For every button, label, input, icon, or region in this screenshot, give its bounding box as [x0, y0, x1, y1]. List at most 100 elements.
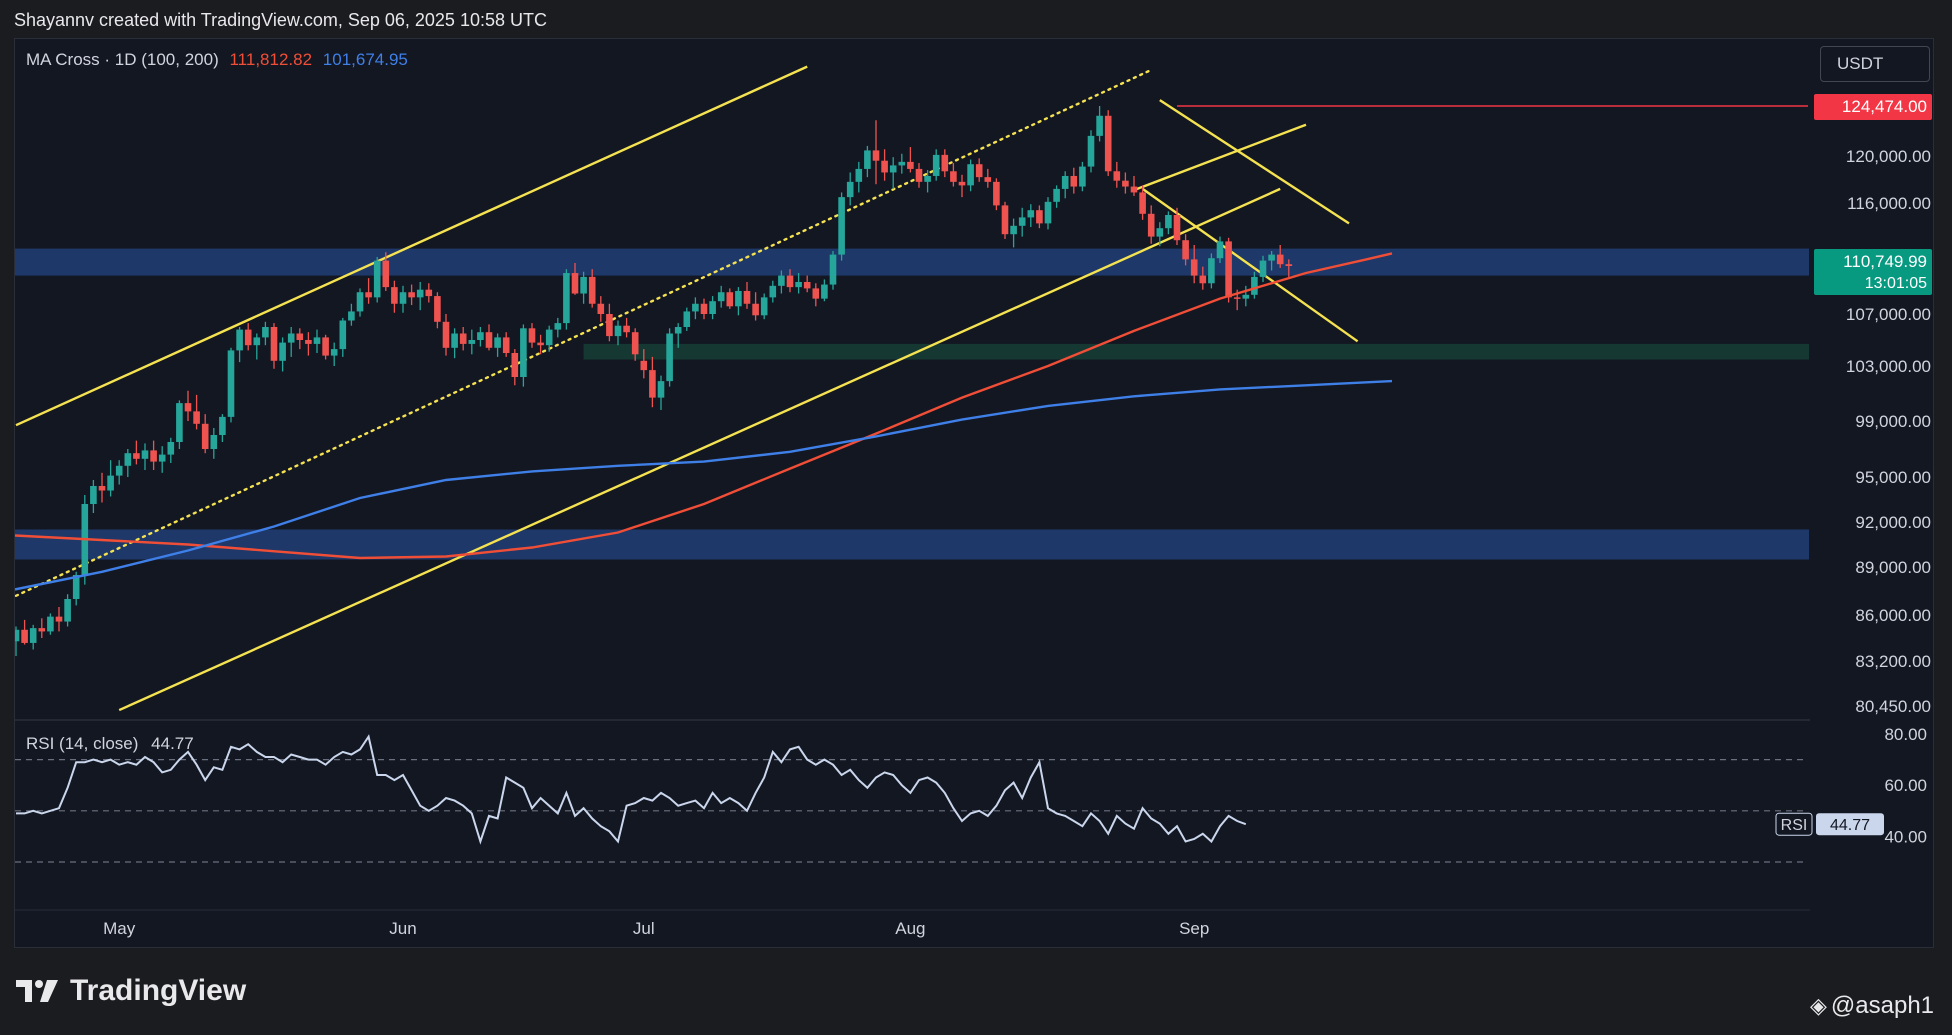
candle-body	[227, 350, 235, 417]
candle-body	[382, 260, 390, 288]
axes: 80,450.00 83,200.00 86,000.00 89,000.00 92,0…	[15, 94, 1932, 938]
candle-body	[1190, 259, 1198, 276]
trendline	[1141, 187, 1359, 343]
candle-body	[219, 416, 226, 435]
candle-body	[287, 333, 295, 343]
price-axis-tick: 89,000.00	[1855, 558, 1931, 577]
last-price-tag	[1814, 249, 1932, 295]
candle-body	[1233, 297, 1241, 299]
candle-body	[330, 349, 338, 356]
price-axis-tick: 92,000.00	[1855, 513, 1931, 532]
candle-body	[416, 289, 424, 298]
moving-averages	[15, 252, 1393, 591]
candle-body	[72, 575, 80, 599]
candle-body	[1216, 241, 1224, 259]
candle-body	[588, 276, 596, 304]
candle-body	[64, 599, 71, 622]
candle-body	[872, 150, 880, 161]
candle-body	[984, 177, 992, 182]
candle-body	[692, 303, 699, 312]
candle-body	[1268, 254, 1275, 261]
chart-frame	[14, 38, 1934, 948]
trendline	[1159, 99, 1350, 225]
price-chart[interactable]: 80,450.00 83,200.00 86,000.00 89,000.00 92,0…	[0, 0, 1952, 960]
trendline	[15, 65, 808, 427]
rsi-panel	[16, 734, 1247, 845]
candle-body	[29, 628, 37, 643]
candle-body	[855, 168, 863, 182]
candle-body	[1087, 135, 1095, 167]
candle-body	[244, 329, 252, 346]
candle-body	[90, 486, 97, 504]
candle-body	[614, 325, 622, 337]
candle-body	[649, 370, 656, 398]
candle-body	[339, 320, 347, 350]
candle-body	[717, 292, 725, 302]
author-watermark: ◈ @asaph1	[1810, 992, 1934, 1020]
candle-body	[201, 423, 209, 449]
price-axis-tick: 103,000.00	[1846, 357, 1931, 376]
candle-body	[881, 160, 888, 173]
candle-body	[193, 411, 200, 424]
candle-body	[597, 303, 605, 314]
candle-body	[743, 290, 751, 304]
candle-body	[975, 164, 983, 178]
candle-body	[1053, 188, 1060, 202]
candle-body	[253, 337, 261, 346]
currency-selector[interactable]: USDT	[1820, 46, 1930, 82]
rsi-axis-tick: 60.00	[1884, 776, 1927, 795]
candle-body	[391, 287, 398, 304]
candle-body	[15, 629, 20, 642]
tradingview-logo-text: TradingView	[70, 974, 247, 1007]
candle-body	[305, 340, 312, 344]
candle-body	[752, 303, 759, 316]
candle-body	[1251, 276, 1258, 295]
candle-body	[1276, 254, 1284, 265]
ma100-value: 111,812.82	[229, 50, 313, 69]
candle-body	[580, 276, 587, 294]
candle-body	[365, 292, 372, 298]
candle-body	[279, 342, 286, 361]
candle-body	[769, 285, 777, 298]
time-axis-tick: Jul	[633, 919, 655, 938]
price-axis-tick: 86,000.00	[1855, 606, 1931, 625]
candle-body	[1156, 228, 1164, 237]
time-axis-tick: Sep	[1179, 919, 1209, 938]
bar-countdown-label: 13:01:05	[1865, 275, 1927, 292]
binance-icon: ◈	[1810, 993, 1827, 1018]
ma200-line	[15, 379, 1393, 591]
rsi-legend[interactable]: RSI (14, close) 44.77	[26, 734, 194, 754]
price-axis-tick: 80,450.00	[1855, 697, 1931, 716]
candle-body	[889, 165, 897, 173]
candle-body	[1208, 258, 1215, 284]
candle-body	[1139, 192, 1146, 214]
candle-body	[1130, 186, 1138, 193]
candle-body	[236, 329, 243, 351]
candle-body	[666, 333, 673, 382]
ma-cross-legend[interactable]: MA Cross · 1D (100, 200) 111,812.82 101,…	[26, 50, 408, 70]
tradingview-logo[interactable]: TradingView	[16, 974, 246, 1008]
candle-body	[545, 329, 553, 346]
rsi-line	[16, 734, 1247, 845]
candle-body	[459, 333, 467, 344]
candle-body	[700, 303, 708, 314]
candle-body	[477, 332, 484, 340]
ath-price-tag	[1814, 94, 1932, 120]
candle-body	[829, 254, 837, 285]
candle-body	[1018, 217, 1026, 226]
candle-body	[322, 337, 329, 356]
price-zone	[15, 248, 1809, 276]
candle-body	[408, 292, 415, 298]
candle-body	[735, 290, 742, 307]
candle-body	[468, 340, 476, 344]
candle-body	[554, 323, 562, 330]
price-axis-tick: 116,000.00	[1847, 194, 1931, 213]
chart-attribution: Shayannv created with TradingView.com, S…	[14, 10, 547, 30]
tradingview-logo-icon	[16, 980, 58, 1002]
candle-body	[786, 275, 794, 288]
candle-body	[434, 296, 441, 322]
price-axis-tick: 99,000.00	[1855, 412, 1931, 431]
candle-body	[511, 353, 519, 377]
candle-body	[150, 450, 157, 462]
candle-body	[760, 297, 768, 316]
